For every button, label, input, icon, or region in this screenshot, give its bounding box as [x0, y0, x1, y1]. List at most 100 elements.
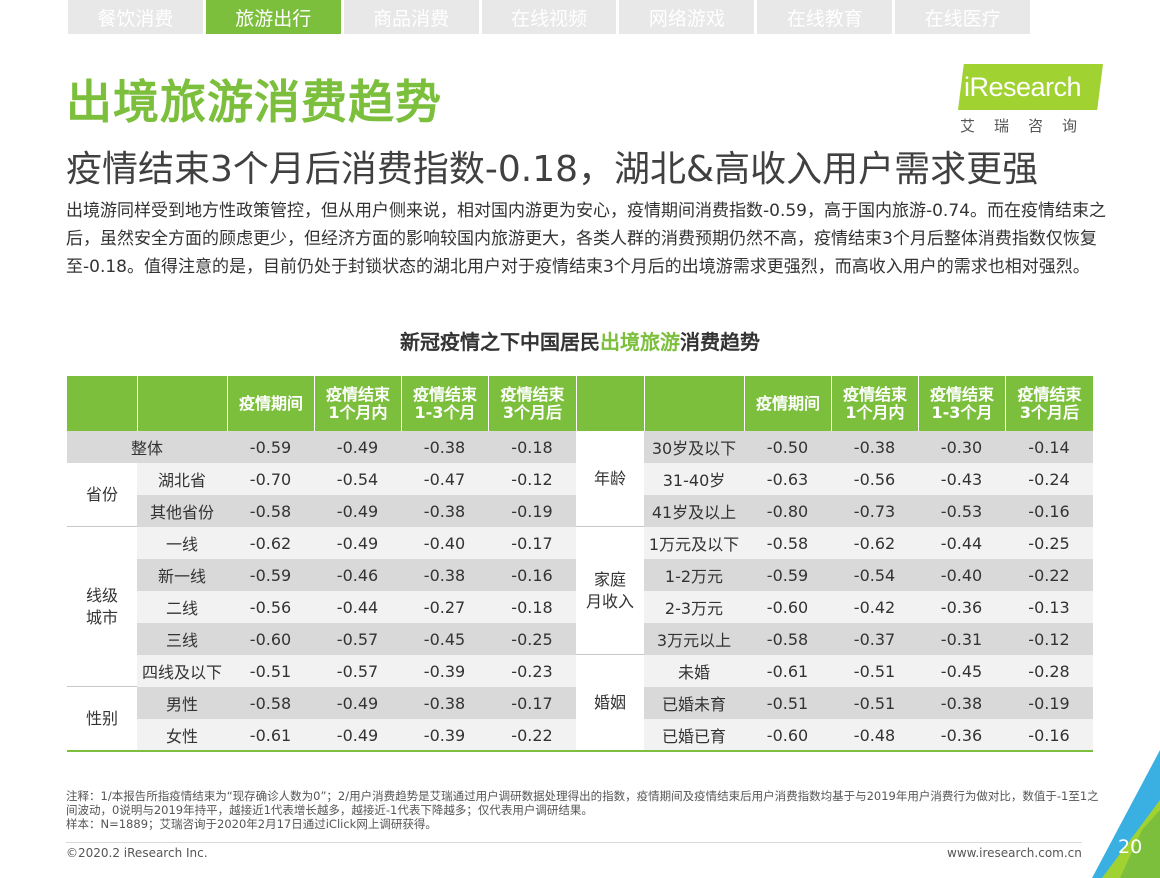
table-value: -0.13: [1005, 591, 1093, 623]
tab-5[interactable]: 在线教育: [757, 0, 893, 34]
header-blank-cell: [644, 376, 744, 431]
table-value: -0.39: [401, 719, 488, 751]
row-label: 2-3万元: [644, 591, 744, 623]
table-value: -0.17: [488, 687, 576, 719]
copyright: ©2020.2 iResearch Inc.: [66, 846, 208, 860]
group-separator: [67, 526, 137, 527]
row-label: 男性: [137, 687, 227, 719]
table-value: -0.80: [744, 495, 831, 527]
table-value: -0.19: [488, 495, 576, 527]
page-subtitle: 疫情结束3个月后消费指数-0.18，湖北&高收入用户需求更强: [66, 149, 1039, 190]
page-title: 出境旅游消费趋势: [66, 75, 442, 129]
column-header: 疫情结束 1-3个月: [401, 376, 488, 431]
row-label: 已婚已育: [644, 719, 744, 751]
tab-6[interactable]: 在线医疗: [895, 0, 1031, 34]
table-value: -0.53: [918, 495, 1005, 527]
group-label: 线级 城市: [67, 527, 137, 687]
table-value: -0.37: [831, 623, 918, 655]
table-value: -0.36: [918, 719, 1005, 751]
table-value: -0.60: [744, 591, 831, 623]
column-header: 疫情结束 1个月内: [314, 376, 401, 431]
table-value: -0.24: [1005, 463, 1093, 495]
group-label: 性别: [67, 687, 137, 751]
table-value: -0.22: [1005, 559, 1093, 591]
table-value: -0.38: [401, 495, 488, 527]
table-value: -0.42: [831, 591, 918, 623]
table-value: -0.51: [831, 687, 918, 719]
table-value: -0.54: [314, 463, 401, 495]
row-label: 30岁及以下: [644, 431, 744, 463]
table-value: -0.60: [744, 719, 831, 751]
table-value: -0.57: [314, 655, 401, 687]
header-blank-cell: [576, 376, 644, 431]
group-separator: [576, 654, 644, 655]
table-value: -0.51: [744, 687, 831, 719]
tab-2[interactable]: 商品消费: [343, 0, 479, 34]
tab-4[interactable]: 网络游戏: [619, 0, 755, 34]
table-value: -0.62: [831, 527, 918, 559]
footnotes: 注释：1/本报告所指疫情结束为“现存确诊人数为0”；2/用户消费趋势是艾瑞通过用…: [66, 789, 1106, 831]
footnote-remark: 注释：1/本报告所指疫情结束为“现存确诊人数为0”；2/用户消费趋势是艾瑞通过用…: [66, 789, 1099, 817]
column-header: 疫情结束 1-3个月: [918, 376, 1005, 431]
table-value: -0.25: [488, 623, 576, 655]
overall-value: -0.59: [227, 431, 314, 463]
table-value: -0.38: [401, 687, 488, 719]
table-value: -0.31: [918, 623, 1005, 655]
table-value: -0.44: [918, 527, 1005, 559]
table-title: 新冠疫情之下中国居民出境旅游消费趋势: [0, 326, 1160, 355]
tab-0[interactable]: 餐饮消费: [68, 0, 203, 34]
table-value: -0.51: [831, 655, 918, 687]
group-separator: [576, 526, 644, 527]
row-label: 3万元以上: [644, 623, 744, 655]
website: www.iresearch.com.cn: [947, 846, 1082, 860]
table-value: -0.38: [401, 559, 488, 591]
table-value: -0.51: [227, 655, 314, 687]
table-value: -0.59: [227, 559, 314, 591]
footnote-sample: 样本：N=1889；艾瑞咨询于2020年2月17日通过iClick网上调研获得。: [66, 817, 437, 831]
table-value: -0.58: [744, 623, 831, 655]
column-header: 疫情结束 1个月内: [831, 376, 918, 431]
header-blank-cell: [137, 376, 227, 431]
table-value: -0.16: [1005, 495, 1093, 527]
row-label: 1万元及以下: [644, 527, 744, 559]
logo-wordmark: iResearch: [964, 71, 1082, 102]
table-value: -0.38: [831, 431, 918, 463]
table-value: -0.12: [488, 463, 576, 495]
overall-label: 整体: [67, 431, 227, 463]
table-value: -0.36: [918, 591, 1005, 623]
table-value: -0.49: [314, 687, 401, 719]
row-label: 新一线: [137, 559, 227, 591]
table-value: -0.16: [1005, 719, 1093, 751]
table-value: -0.28: [1005, 655, 1093, 687]
tab-1[interactable]: 旅游出行: [205, 0, 341, 34]
logo-badge: iResearch: [958, 64, 1103, 110]
table-value: -0.70: [227, 463, 314, 495]
column-header: 疫情期间: [744, 376, 831, 431]
table-value: -0.38: [918, 687, 1005, 719]
table-value: -0.45: [918, 655, 1005, 687]
table-value: -0.73: [831, 495, 918, 527]
row-label: 三线: [137, 623, 227, 655]
table-value: -0.27: [401, 591, 488, 623]
row-label: 四线及以下: [137, 655, 227, 687]
table-value: -0.30: [918, 431, 1005, 463]
table-value: -0.58: [227, 687, 314, 719]
summary-paragraph: 出境游同样受到地方性政策管控，但从用户侧来说，相对国内游更为安心，疫情期间消费指…: [66, 201, 1106, 277]
table-value: -0.49: [314, 719, 401, 751]
tab-3[interactable]: 在线视频: [481, 0, 617, 34]
group-label: 年龄: [576, 431, 644, 527]
row-label: 一线: [137, 527, 227, 559]
table-value: -0.18: [488, 591, 576, 623]
page-number: 20: [1118, 836, 1143, 858]
table-value: -0.49: [314, 527, 401, 559]
table-value: -0.14: [1005, 431, 1093, 463]
table-value: -0.54: [831, 559, 918, 591]
table-value: -0.44: [314, 591, 401, 623]
column-header: 疫情结束 3个月后: [1005, 376, 1093, 431]
row-label: 其他省份: [137, 495, 227, 527]
table-value: -0.40: [401, 527, 488, 559]
row-label: 31-40岁: [644, 463, 744, 495]
group-separator: [67, 686, 137, 687]
iresearch-logo: iResearch 艾瑞咨询: [958, 64, 1103, 136]
table-title-highlight: 出境旅游: [600, 330, 680, 354]
